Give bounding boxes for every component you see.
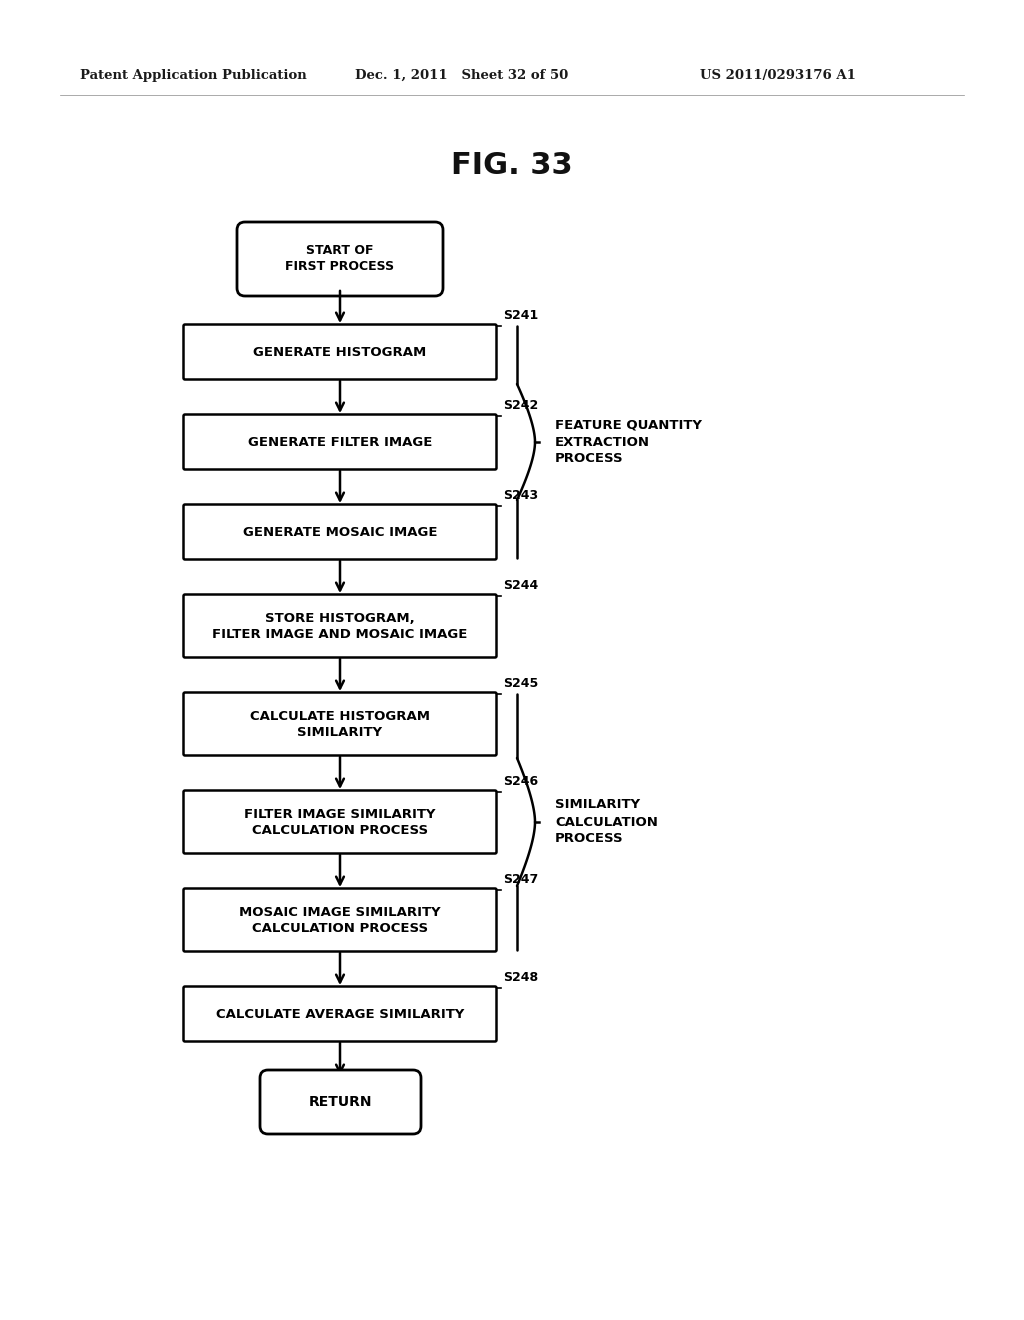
Text: RETURN: RETURN [308,1096,372,1109]
Text: S244: S244 [503,579,539,591]
FancyBboxPatch shape [260,1071,421,1134]
Text: Dec. 1, 2011   Sheet 32 of 50: Dec. 1, 2011 Sheet 32 of 50 [355,69,568,82]
Text: S241: S241 [503,309,539,322]
Text: S242: S242 [503,399,539,412]
Text: S248: S248 [503,972,539,983]
FancyBboxPatch shape [183,791,497,854]
FancyBboxPatch shape [183,693,497,755]
Text: FIG. 33: FIG. 33 [452,150,572,180]
FancyBboxPatch shape [183,414,497,470]
Text: S246: S246 [503,775,539,788]
Text: US 2011/0293176 A1: US 2011/0293176 A1 [700,69,856,82]
Text: FILTER IMAGE SIMILARITY
CALCULATION PROCESS: FILTER IMAGE SIMILARITY CALCULATION PROC… [245,808,436,837]
Text: STORE HISTOGRAM,
FILTER IMAGE AND MOSAIC IMAGE: STORE HISTOGRAM, FILTER IMAGE AND MOSAIC… [212,611,468,640]
FancyBboxPatch shape [183,594,497,657]
Text: S245: S245 [503,677,539,690]
FancyBboxPatch shape [237,222,443,296]
FancyBboxPatch shape [183,986,497,1041]
Text: GENERATE MOSAIC IMAGE: GENERATE MOSAIC IMAGE [243,525,437,539]
FancyBboxPatch shape [183,504,497,560]
Text: GENERATE HISTOGRAM: GENERATE HISTOGRAM [253,346,427,359]
Text: Patent Application Publication: Patent Application Publication [80,69,307,82]
FancyBboxPatch shape [183,325,497,380]
Text: GENERATE FILTER IMAGE: GENERATE FILTER IMAGE [248,436,432,449]
Text: FEATURE QUANTITY
EXTRACTION
PROCESS: FEATURE QUANTITY EXTRACTION PROCESS [555,418,702,466]
FancyBboxPatch shape [183,888,497,952]
Text: S247: S247 [503,873,539,886]
Text: SIMILARITY
CALCULATION
PROCESS: SIMILARITY CALCULATION PROCESS [555,799,657,846]
Text: MOSAIC IMAGE SIMILARITY
CALCULATION PROCESS: MOSAIC IMAGE SIMILARITY CALCULATION PROC… [240,906,440,935]
Text: CALCULATE AVERAGE SIMILARITY: CALCULATE AVERAGE SIMILARITY [216,1007,464,1020]
Text: START OF
FIRST PROCESS: START OF FIRST PROCESS [286,244,394,273]
Text: S243: S243 [503,488,539,502]
Text: CALCULATE HISTOGRAM
SIMILARITY: CALCULATE HISTOGRAM SIMILARITY [250,710,430,738]
